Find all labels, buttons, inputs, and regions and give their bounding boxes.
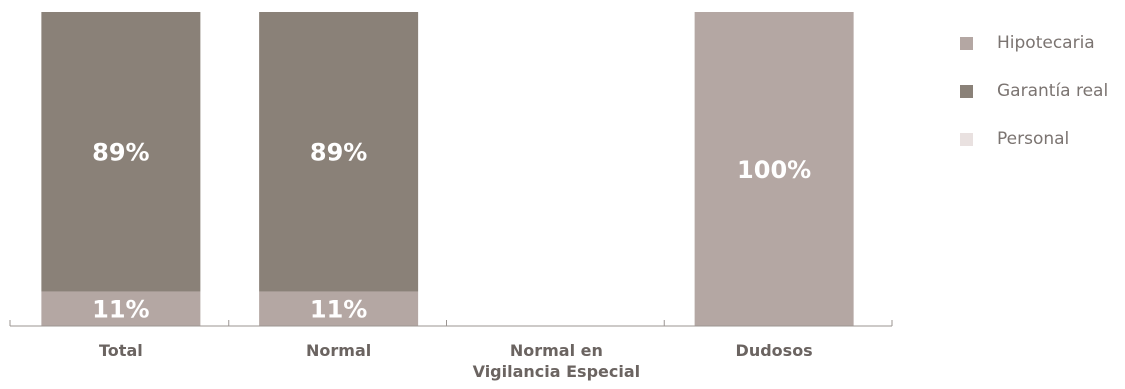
x-axis (9, 320, 893, 327)
category-labels-layer: Total Normal Normal en Vigilancia Especial D… (99, 341, 813, 381)
legend-swatch-garantia-real (960, 84, 973, 98)
category-label-normal: Normal (306, 341, 371, 360)
category-label-normal-en-vigilancia-especial: Normal en Vigilancia Especial (473, 341, 641, 381)
legend-swatch-hipotecaria (960, 36, 973, 50)
legend-label-personal: Personal (997, 129, 1070, 149)
legend-item-garantia-real: Garantía real (960, 76, 1125, 106)
bar-normal-hipotecaria (259, 291, 419, 326)
data-label-total-garantia-real: 89% (92, 139, 149, 167)
bars-layer (41, 12, 854, 326)
category-label-total: Total (99, 341, 143, 360)
data-label-normal-garantia-real: 89% (310, 139, 367, 167)
data-label-dudosos-hipotecaria: 100% (737, 156, 811, 184)
legend-item-hipotecaria: Hipotecaria (960, 28, 1125, 58)
legend-label-hipotecaria: Hipotecaria (997, 33, 1095, 53)
legend-swatch-personal (960, 132, 973, 146)
legend-label-garantia-real: Garantía real (997, 81, 1109, 101)
legend-item-personal: Personal (960, 124, 1125, 154)
data-label-total-hipotecaria: 11% (92, 296, 149, 324)
bar-total-garantia-real (41, 12, 201, 292)
bar-total-hipotecaria (41, 291, 201, 326)
bar-dudosos-hipotecaria (694, 12, 854, 326)
category-label-dudosos: Dudosos (736, 341, 813, 360)
data-label-normal-hipotecaria: 11% (310, 296, 367, 324)
data-labels-layer: 11% 89% 11% 89% 100% (92, 139, 811, 324)
bar-normal-garantia-real (259, 12, 419, 292)
